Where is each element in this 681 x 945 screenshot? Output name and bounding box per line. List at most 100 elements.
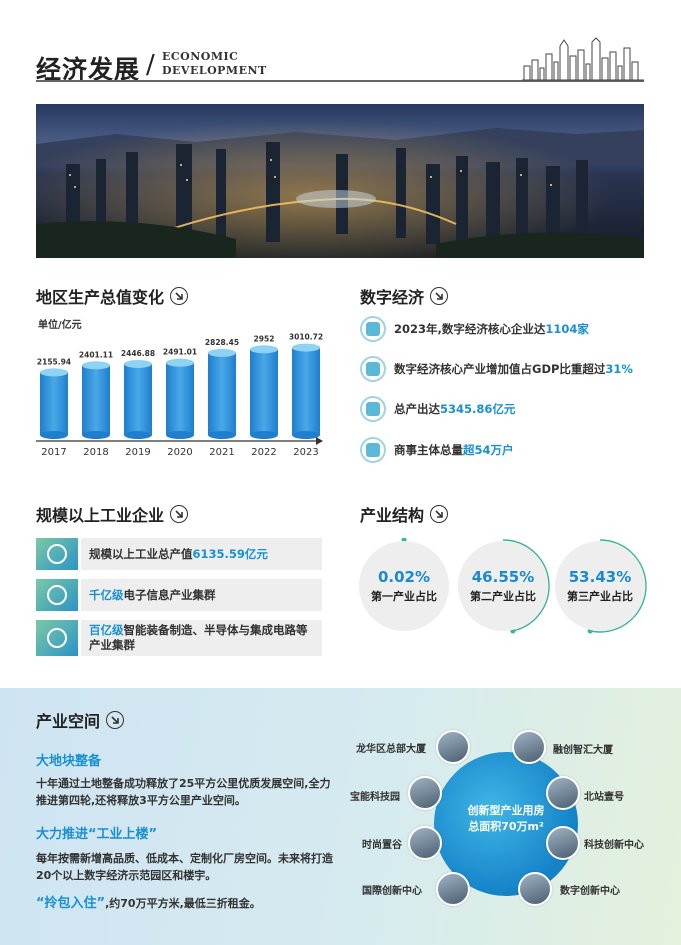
space-heading-1: 大地块整备 [36,754,102,769]
gdp-value-label: 2401.11 [79,350,113,359]
structure-circle-body: 0.02% 第一产业占比 [359,541,449,631]
gdp-bar [292,343,320,439]
place-label: 宝能科技园 [350,792,400,803]
digital-item-text: 总产出达 [394,402,440,416]
structure-label: 第二产业占比 [470,590,536,603]
space-paragraph-1: 十年通过土地整备成功释放了25平方公里优质发展空间,全力推进第四轮,还将释放3平… [36,777,331,807]
gdp-year-label: 2018 [83,447,108,458]
title-en-line1: ECONOMIC [162,50,239,63]
arrow-down-right-icon [106,711,125,729]
chip-icon [36,579,78,611]
share-arc [590,539,647,633]
structure-pct: 53.43% [568,568,632,586]
place-photo [408,826,442,860]
gdp-year-label: 2022 [251,447,276,458]
digital-item-highlight: 1104家 [545,322,589,336]
structure-pct: 46.55% [471,568,535,586]
space-paragraph-2: 每年按需新增高品质、低成本、定制化厂房空间。未来将打造20个以上数字经济示范园区… [36,852,333,882]
place-label: 龙华区总部大厦 [356,744,426,755]
place-photo [518,872,552,906]
industry-item-text: 百亿级智能装备制造、半导体与集成电路等产业集群 [81,620,322,656]
gdp-value-label: 2952 [254,334,275,343]
digital-item-highlight: 5345.86亿元 [440,402,516,416]
space-heading-2: 大力推进“工业上楼” [36,827,158,842]
page-title: 经济发展 [36,55,141,84]
place-label: 融创智汇大厦 [553,745,613,756]
gdp-value-label: 3010.72 [289,333,323,342]
page-title-en: ECONOMIC DEVELOPMENT [162,50,267,78]
gdp-bar [40,368,68,439]
structure-label: 第三产业占比 [567,590,633,603]
arrow-down-right-icon [170,287,189,305]
gdp-value-label: 2828.45 [205,338,239,347]
digital-section-title: 数字经济 [360,284,449,308]
gdp-bar [82,361,110,439]
place-photo [546,776,580,810]
digital-item-text: 2023年,数字经济核心企业达 [394,322,546,336]
gear-icon [360,356,386,382]
space-line-3: “拎包入住”,约70万平方米,最低三折租金。 [36,892,261,912]
skyline-icon [522,37,644,81]
place-photo [436,730,470,764]
space-heading-3: “拎包入住” [36,896,106,911]
gdp-year-label: 2019 [125,447,150,458]
industry-item: 规模以上工业总产值6135.59亿元 [36,538,322,570]
gdp-year-label: 2017 [41,447,66,458]
place-label: 北站壹号 [584,792,624,803]
place-photo [408,776,442,810]
structure-pct: 0.02% [377,568,431,586]
digital-item-text: 商事主体总量 [394,443,463,457]
gdp-bar [166,358,194,439]
space-section-title: 产业空间 [36,708,125,732]
industry-title: 规模以上工业企业 [36,506,165,525]
share-arc [502,539,550,632]
industry-item: 千亿级电子信息产业集群 [36,579,322,611]
building-icon [360,316,386,342]
structure-label: 第一产业占比 [371,590,437,603]
structure-circle: 53.43% 第三产业占比 [552,538,648,634]
digital-item: 数字经济核心产业增加值占GDP比重超过31% [360,356,633,382]
digital-item-highlight: 31% [605,362,633,376]
gdp-year-label: 2020 [167,447,192,458]
digital-item: 总产出达5345.86亿元 [360,396,515,422]
gdp-value-label: 2446.88 [121,349,155,358]
structure-circle: 0.02% 第一产业占比 [356,538,452,634]
place-label: 科技创新中心 [584,840,644,851]
arrow-down-right-icon [170,505,189,523]
digital-item-text: 数字经济核心产业增加值占GDP比重超过 [394,362,606,376]
header-rule [36,80,644,82]
chart-icon [360,396,386,422]
industry-item: 百亿级智能装备制造、半导体与集成电路等产业集群 [36,620,322,656]
axis-arrow-icon [316,437,323,445]
structure-circle: 46.55% 第二产业占比 [455,538,551,634]
title-en-line2: DEVELOPMENT [162,64,267,77]
industry-item-text: 规模以上工业总产值6135.59亿元 [81,538,322,570]
structure-circle-body: 46.55% 第二产业占比 [458,541,548,631]
gdp-value-label: 2155.94 [37,357,71,366]
people-icon [360,437,386,463]
structure-circle-body: 53.43% 第三产业占比 [555,541,645,631]
space-title: 产业空间 [36,712,101,731]
center-line-2: 总面积70万m² [468,820,544,833]
place-label: 数字创新中心 [560,886,620,897]
gdp-bar-chart: 2155.94 2017 2401.11 2018 2446.88 2019 2491.01… [36,333,323,458]
center-line-1: 创新型产业用房 [467,804,545,817]
arrow-down-right-icon [430,287,449,305]
gdp-bar [250,345,278,439]
industry-section-title: 规模以上工业企业 [36,502,189,526]
gdp-year-label: 2023 [293,447,318,458]
gdp-year-label: 2021 [209,447,234,458]
gdp-unit-label: 单位/亿元 [38,320,82,331]
place-photo [546,826,580,860]
digital-item: 2023年,数字经济核心企业达1104家 [360,316,589,342]
title-separator: / [146,50,155,80]
digital-title: 数字经济 [360,288,425,307]
industrial-space-center-text: 创新型产业用房 总面积70万m² [434,803,578,835]
industry-item-text: 千亿级电子信息产业集群 [81,579,322,611]
digital-item-highlight: 超54万户 [463,443,514,457]
gdp-title: 地区生产总值变化 [36,288,165,307]
place-label: 国際创新中心 [362,886,422,897]
space-paragraph-3: ,约70万平方米,最低三折租金。 [105,897,261,910]
robot-arm-icon [36,620,78,656]
digital-item: 商事主体总量超54万户 [360,437,514,463]
